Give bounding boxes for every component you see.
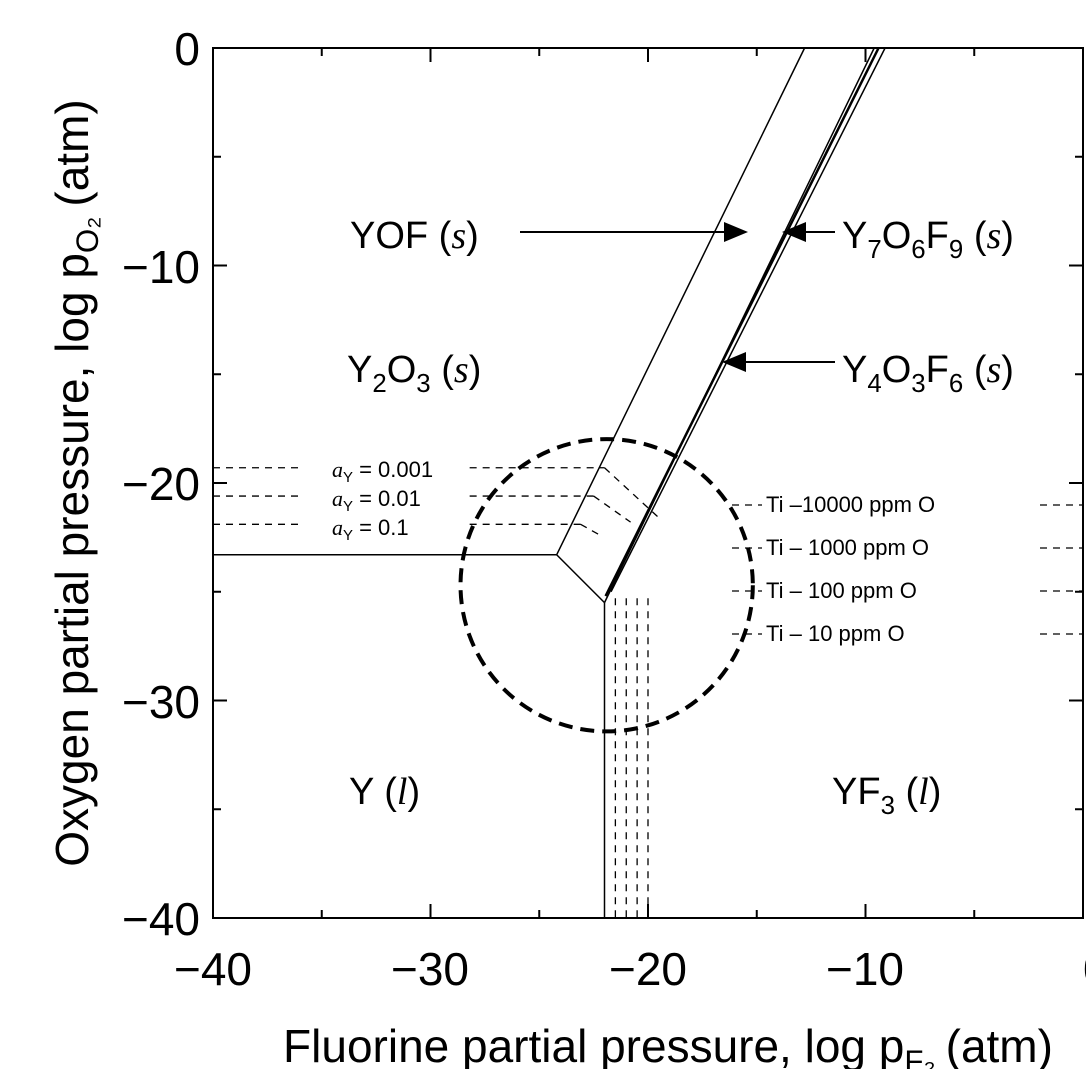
activity-label: aY = 0.001 [332, 457, 433, 486]
axis-ticks [212, 47, 1084, 919]
activity-label: aY = 0.01 [332, 486, 421, 515]
x-tick-labels: −40 −30 −20 −10 0 [174, 943, 1086, 995]
y-tick-label: −20 [122, 458, 200, 510]
boundary-y2o3-yof [555, 47, 806, 556]
ti-labels: Ti –10000 ppm O Ti – 1000 ppm O Ti – 100… [766, 492, 935, 646]
y-tick-label: −30 [122, 676, 200, 728]
x-tick-label: −10 [826, 943, 904, 995]
y-axis-title: Oxygen partial pressure, log pO₂(atm) [46, 99, 105, 866]
arrow-head-y4 [722, 352, 746, 372]
ti-label: Ti – 10 ppm O [766, 621, 905, 646]
activity-dashed-tie [604, 467, 660, 519]
x-tick-label: −40 [174, 943, 252, 995]
highlight-circle [458, 437, 755, 734]
phase-label-y4o3f6: Y4O3F6 (s) [842, 349, 1014, 398]
activity-dashed-tie [580, 523, 601, 536]
phase-label-yof: YOF (s) [350, 215, 479, 257]
phase-label-y-liquid: Y (l) [349, 771, 420, 813]
boundary-y2o3-yf3-short [556, 554, 606, 604]
y-tick-label: 0 [174, 23, 200, 75]
x-tick-label: −20 [609, 943, 687, 995]
boundary-y7-y4 [604, 47, 880, 597]
arrow-head-yof [724, 222, 748, 242]
x-tick-label: −30 [391, 943, 469, 995]
x-tick-label: 0 [1083, 943, 1086, 995]
x-axis-title: Fluorine partial pressure, log pF₂ (atm) [283, 1020, 1053, 1069]
phase-boundaries [213, 47, 886, 918]
activity-label: aY = 0.1 [332, 515, 409, 544]
y-tick-labels: 0 −10 −20 −30 −40 [122, 23, 200, 945]
y-tick-label: −40 [122, 893, 200, 945]
boundary-y4-yf3 [610, 47, 886, 593]
ti-label: Ti –10000 ppm O [766, 492, 935, 517]
phase-label-y7o6f9: Y7O6F9 (s) [842, 215, 1014, 264]
phase-label-yf3-liquid: YF3 (l) [832, 771, 941, 820]
phase-label-y2o3: Y2O3 (s) [347, 349, 481, 398]
ti-label: Ti – 1000 ppm O [766, 535, 929, 560]
arrow-head-y7 [782, 222, 806, 242]
ti-label: Ti – 100 ppm O [766, 578, 917, 603]
dashed-lines [213, 467, 1083, 918]
y-tick-label: −10 [122, 241, 200, 293]
arrows [520, 222, 835, 372]
activity-dashed-tie [593, 495, 631, 523]
activity-labels: aY = 0.001 aY = 0.01 aY = 0.1 [332, 457, 433, 544]
